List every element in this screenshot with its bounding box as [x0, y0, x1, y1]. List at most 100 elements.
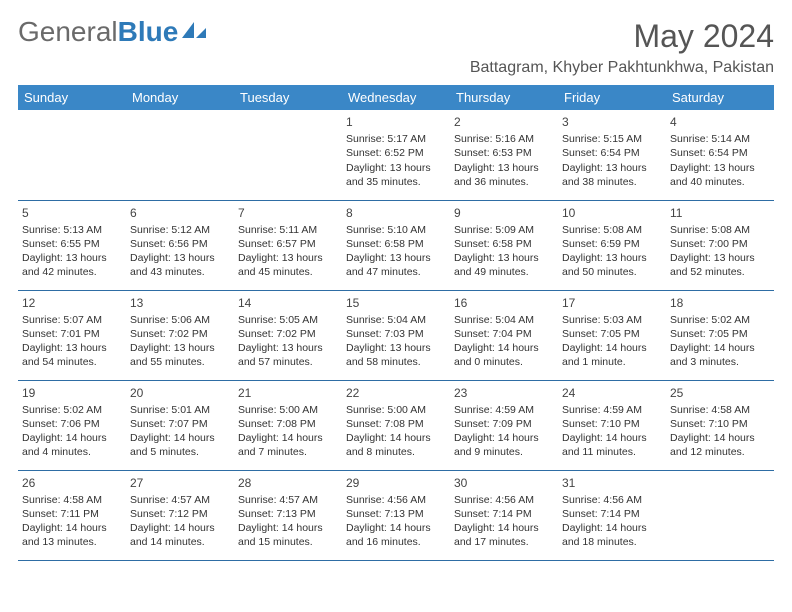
calendar-week-row: 19Sunrise: 5:02 AMSunset: 7:06 PMDayligh… [18, 380, 774, 470]
calendar-day-cell: 22Sunrise: 5:00 AMSunset: 7:08 PMDayligh… [342, 380, 450, 470]
sunrise-text: Sunrise: 5:09 AM [454, 223, 554, 237]
day-number: 13 [130, 295, 230, 311]
sunrise-text: Sunrise: 5:06 AM [130, 313, 230, 327]
sunrise-text: Sunrise: 5:17 AM [346, 132, 446, 146]
calendar-empty-cell [18, 110, 126, 200]
day-number: 5 [22, 205, 122, 221]
day-number: 17 [562, 295, 662, 311]
weekday-header: Saturday [666, 85, 774, 110]
daylight-text: Daylight: 14 hours [22, 431, 122, 445]
calendar-day-cell: 30Sunrise: 4:56 AMSunset: 7:14 PMDayligh… [450, 470, 558, 560]
sunset-text: Sunset: 7:10 PM [562, 417, 662, 431]
daylight-text: and 17 minutes. [454, 535, 554, 549]
daylight-text: and 57 minutes. [238, 355, 338, 369]
sunrise-text: Sunrise: 5:01 AM [130, 403, 230, 417]
daylight-text: Daylight: 13 hours [454, 251, 554, 265]
calendar-day-cell: 15Sunrise: 5:04 AMSunset: 7:03 PMDayligh… [342, 290, 450, 380]
calendar-day-cell: 25Sunrise: 4:58 AMSunset: 7:10 PMDayligh… [666, 380, 774, 470]
sunrise-text: Sunrise: 5:11 AM [238, 223, 338, 237]
location-subtitle: Battagram, Khyber Pakhtunkhwa, Pakistan [470, 59, 774, 77]
calendar-empty-cell [666, 470, 774, 560]
day-number: 6 [130, 205, 230, 221]
daylight-text: Daylight: 14 hours [130, 431, 230, 445]
daylight-text: Daylight: 14 hours [454, 431, 554, 445]
daylight-text: and 7 minutes. [238, 445, 338, 459]
daylight-text: and 4 minutes. [22, 445, 122, 459]
calendar-day-cell: 6Sunrise: 5:12 AMSunset: 6:56 PMDaylight… [126, 200, 234, 290]
calendar-day-cell: 17Sunrise: 5:03 AMSunset: 7:05 PMDayligh… [558, 290, 666, 380]
sunrise-text: Sunrise: 4:57 AM [238, 493, 338, 507]
calendar-day-cell: 1Sunrise: 5:17 AMSunset: 6:52 PMDaylight… [342, 110, 450, 200]
calendar-week-row: 1Sunrise: 5:17 AMSunset: 6:52 PMDaylight… [18, 110, 774, 200]
weekday-header: Thursday [450, 85, 558, 110]
day-number: 4 [670, 114, 770, 130]
calendar-day-cell: 19Sunrise: 5:02 AMSunset: 7:06 PMDayligh… [18, 380, 126, 470]
daylight-text: Daylight: 13 hours [346, 341, 446, 355]
daylight-text: Daylight: 14 hours [562, 341, 662, 355]
day-number: 31 [562, 475, 662, 491]
daylight-text: Daylight: 13 hours [670, 161, 770, 175]
sunset-text: Sunset: 6:53 PM [454, 146, 554, 160]
sunset-text: Sunset: 7:09 PM [454, 417, 554, 431]
sunset-text: Sunset: 7:01 PM [22, 327, 122, 341]
daylight-text: and 54 minutes. [22, 355, 122, 369]
sunrise-text: Sunrise: 5:16 AM [454, 132, 554, 146]
daylight-text: and 1 minute. [562, 355, 662, 369]
daylight-text: Daylight: 13 hours [238, 341, 338, 355]
daylight-text: and 0 minutes. [454, 355, 554, 369]
calendar-week-row: 5Sunrise: 5:13 AMSunset: 6:55 PMDaylight… [18, 200, 774, 290]
calendar-day-cell: 23Sunrise: 4:59 AMSunset: 7:09 PMDayligh… [450, 380, 558, 470]
brand-part1: General [18, 16, 118, 47]
weekday-header: Friday [558, 85, 666, 110]
daylight-text: Daylight: 13 hours [454, 161, 554, 175]
sunset-text: Sunset: 7:03 PM [346, 327, 446, 341]
daylight-text: and 16 minutes. [346, 535, 446, 549]
calendar-week-row: 12Sunrise: 5:07 AMSunset: 7:01 PMDayligh… [18, 290, 774, 380]
sunrise-text: Sunrise: 5:02 AM [670, 313, 770, 327]
calendar-body: 1Sunrise: 5:17 AMSunset: 6:52 PMDaylight… [18, 110, 774, 560]
sunset-text: Sunset: 7:11 PM [22, 507, 122, 521]
calendar-day-cell: 24Sunrise: 4:59 AMSunset: 7:10 PMDayligh… [558, 380, 666, 470]
daylight-text: Daylight: 14 hours [670, 341, 770, 355]
calendar-week-row: 26Sunrise: 4:58 AMSunset: 7:11 PMDayligh… [18, 470, 774, 560]
sunset-text: Sunset: 6:54 PM [670, 146, 770, 160]
sunset-text: Sunset: 7:02 PM [130, 327, 230, 341]
calendar-empty-cell [126, 110, 234, 200]
day-number: 9 [454, 205, 554, 221]
sunset-text: Sunset: 7:07 PM [130, 417, 230, 431]
daylight-text: Daylight: 14 hours [238, 431, 338, 445]
daylight-text: Daylight: 13 hours [130, 341, 230, 355]
brand-part2: Blue [118, 16, 179, 47]
daylight-text: Daylight: 13 hours [130, 251, 230, 265]
daylight-text: and 47 minutes. [346, 265, 446, 279]
sunrise-text: Sunrise: 4:59 AM [562, 403, 662, 417]
sunrise-text: Sunrise: 5:00 AM [346, 403, 446, 417]
weekday-header: Sunday [18, 85, 126, 110]
sunrise-text: Sunrise: 5:14 AM [670, 132, 770, 146]
sunrise-text: Sunrise: 5:03 AM [562, 313, 662, 327]
day-number: 21 [238, 385, 338, 401]
daylight-text: Daylight: 14 hours [562, 521, 662, 535]
sunset-text: Sunset: 7:10 PM [670, 417, 770, 431]
weekday-header: Tuesday [234, 85, 342, 110]
daylight-text: Daylight: 14 hours [346, 521, 446, 535]
calendar-day-cell: 26Sunrise: 4:58 AMSunset: 7:11 PMDayligh… [18, 470, 126, 560]
daylight-text: and 11 minutes. [562, 445, 662, 459]
daylight-text: and 8 minutes. [346, 445, 446, 459]
sunset-text: Sunset: 7:08 PM [346, 417, 446, 431]
calendar-day-cell: 8Sunrise: 5:10 AMSunset: 6:58 PMDaylight… [342, 200, 450, 290]
sunset-text: Sunset: 7:13 PM [238, 507, 338, 521]
daylight-text: and 15 minutes. [238, 535, 338, 549]
sunset-text: Sunset: 6:59 PM [562, 237, 662, 251]
daylight-text: and 5 minutes. [130, 445, 230, 459]
calendar-day-cell: 12Sunrise: 5:07 AMSunset: 7:01 PMDayligh… [18, 290, 126, 380]
daylight-text: and 40 minutes. [670, 175, 770, 189]
daylight-text: Daylight: 13 hours [562, 161, 662, 175]
daylight-text: and 9 minutes. [454, 445, 554, 459]
day-number: 26 [22, 475, 122, 491]
daylight-text: Daylight: 14 hours [454, 341, 554, 355]
sunrise-text: Sunrise: 5:05 AM [238, 313, 338, 327]
daylight-text: Daylight: 13 hours [22, 341, 122, 355]
calendar-day-cell: 10Sunrise: 5:08 AMSunset: 6:59 PMDayligh… [558, 200, 666, 290]
calendar-empty-cell [234, 110, 342, 200]
